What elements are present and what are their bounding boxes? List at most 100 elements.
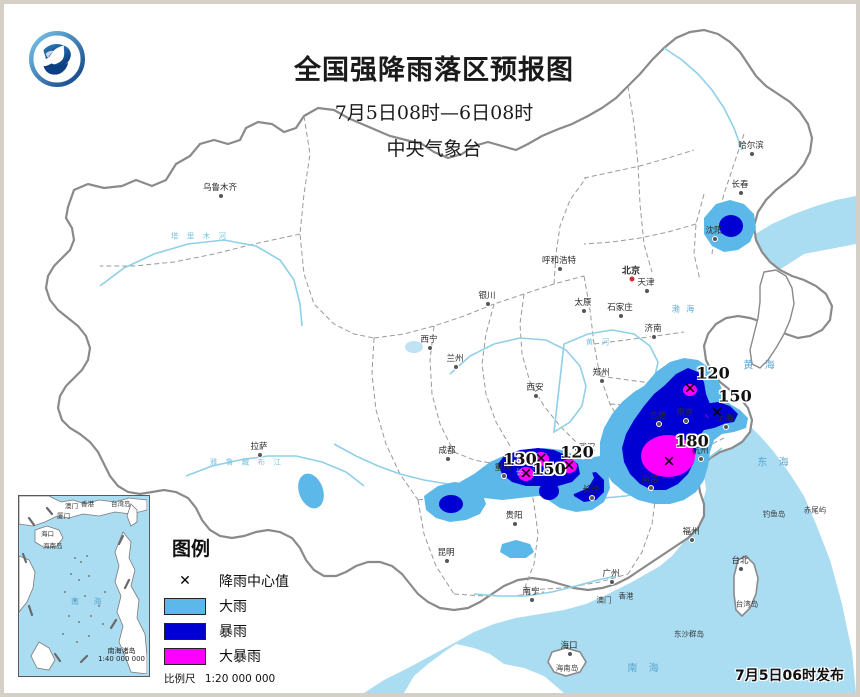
svg-text:南 海: 南 海 <box>71 596 108 606</box>
rain-torrential-central-a <box>533 452 549 466</box>
rain-heavy-central <box>498 448 580 486</box>
area-label: 赤尾屿 <box>803 505 827 515</box>
city-marker <box>723 424 729 430</box>
rain-center-icon: ✕ <box>179 573 191 589</box>
city-label: 昆明 <box>437 548 455 558</box>
city-label: 重庆 <box>494 463 512 473</box>
city-marker <box>648 485 654 491</box>
city-marker <box>618 313 624 319</box>
rain-heavy-northeast <box>719 215 743 237</box>
cma-dragon-logo <box>29 31 85 87</box>
legend-swatch-rainstorm <box>164 622 206 640</box>
legend-swatch-heavy-rain <box>164 597 206 615</box>
city-marker <box>585 453 591 459</box>
city-label: 济南 <box>644 324 662 334</box>
area-label: 黄 海 <box>743 360 779 372</box>
city-label: 呼和浩特 <box>541 256 577 266</box>
city-label: 杭州 <box>691 446 709 456</box>
city-label: 哈尔滨 <box>738 141 764 151</box>
huang-he <box>449 329 659 434</box>
city-marker <box>512 521 518 527</box>
city-marker <box>738 190 744 196</box>
rain-heavy-sichuan <box>439 495 463 513</box>
legend-label-center: 降雨中心值 <box>219 574 289 590</box>
city-marker <box>698 456 704 462</box>
city-label: 南宁 <box>522 587 540 597</box>
area-label: 渤 海 <box>671 304 697 314</box>
svg-text:厦门: 厦门 <box>57 511 70 520</box>
area-label: 东沙群岛 <box>674 629 704 639</box>
city-label: 天津 <box>637 278 655 288</box>
legend: 图例 ✕ 降雨中心值 大雨 暴雨 大暴雨 比例尺 1:20 000 000 <box>164 534 334 686</box>
city-marker <box>427 345 433 351</box>
city-marker <box>738 566 744 572</box>
city-label: 长沙 <box>582 485 600 495</box>
issue-timestamp: 7月5日06时发布 <box>735 668 844 684</box>
rain-center-mark: ✕ <box>710 403 724 422</box>
city-marker <box>529 597 535 603</box>
area-label: 香港 <box>618 591 634 601</box>
rainfall-zones <box>298 200 756 558</box>
legend-swatch-heavy-rainstorm <box>164 647 206 665</box>
tarim-river <box>99 239 303 327</box>
inset-caption-scale: 1:40 000 000 <box>98 654 145 663</box>
city-label: 银川 <box>478 291 496 301</box>
svg-text:澳门: 澳门 <box>65 501 78 510</box>
svg-text:香港: 香港 <box>81 499 95 508</box>
city-marker <box>485 301 491 307</box>
city-label: 成都 <box>438 446 456 456</box>
rain-center-mark: ✕ <box>562 456 576 475</box>
rain-light-guizhou <box>500 540 534 558</box>
rain-center-value: 120 <box>696 363 730 383</box>
legend-label-heavy-rain: 大雨 <box>219 599 247 615</box>
city-marker <box>581 308 587 314</box>
area-label: 雅 鲁 藏 布 江 <box>209 457 285 467</box>
rain-torrential-central-b <box>518 467 534 481</box>
rain-center-value: 130 <box>503 449 537 469</box>
area-label: 长 江 <box>515 467 543 477</box>
city-marker <box>257 452 263 458</box>
legend-row-heavy-rain: 大雨 <box>164 596 334 616</box>
city-marker <box>644 288 650 294</box>
svg-text:海南岛: 海南岛 <box>43 541 63 550</box>
city-label: 上海 <box>716 414 734 424</box>
area-label: 钓鱼岛 <box>762 509 786 519</box>
city-marker <box>683 418 689 424</box>
city-marker <box>218 193 224 199</box>
city-marker <box>567 651 573 657</box>
city-label: 长春 <box>731 180 749 190</box>
city-marker <box>712 236 718 242</box>
city-marker <box>589 495 595 501</box>
inset-map-svg: 南 海 海南岛 海口 香港 澳门 厦门 台湾岛 <box>19 496 148 675</box>
city-label: 福州 <box>682 527 700 537</box>
rain-center-value: 120 <box>560 442 594 462</box>
legend-row-center: ✕ 降雨中心值 <box>164 571 334 591</box>
area-label: 黄 河 <box>585 337 613 347</box>
area-label: 台湾岛 <box>735 599 759 609</box>
city-label: 南昌 <box>641 475 659 485</box>
rain-center-mark: ✕ <box>519 464 533 483</box>
legend-label-heavy-rainstorm: 大暴雨 <box>219 649 261 665</box>
area-label: 海南岛 <box>555 663 579 673</box>
yarlung-river <box>185 455 365 487</box>
rain-light-tibet <box>298 473 324 509</box>
city-marker <box>599 378 605 384</box>
svg-text:台湾岛: 台湾岛 <box>111 499 131 508</box>
south-china-sea-inset: 南 海 海南岛 海口 香港 澳门 厦门 台湾岛 南海诸岛 1:40 000 00… <box>18 495 150 677</box>
city-label: 兰州 <box>446 354 464 364</box>
area-label: 东 海 <box>757 457 793 469</box>
rain-light-spot-qinghai <box>405 341 423 353</box>
legend-row-heavy-rainstorm: 大暴雨 <box>164 646 334 666</box>
rain-center-value: 180 <box>675 431 709 451</box>
city-label: 海口 <box>560 641 578 651</box>
area-label: 南 海 <box>627 663 663 675</box>
city-label: 石家庄 <box>607 303 633 313</box>
city-label: 广州 <box>602 569 620 579</box>
city-marker <box>533 393 539 399</box>
scale-bar: 比例尺 1:20 000 000 <box>164 671 334 686</box>
city-marker <box>651 334 657 340</box>
city-label: 郑州 <box>592 368 610 378</box>
rain-heavy-central-blob <box>539 482 559 500</box>
rain-center-mark: ✕ <box>683 379 697 398</box>
city-marker <box>749 151 755 157</box>
